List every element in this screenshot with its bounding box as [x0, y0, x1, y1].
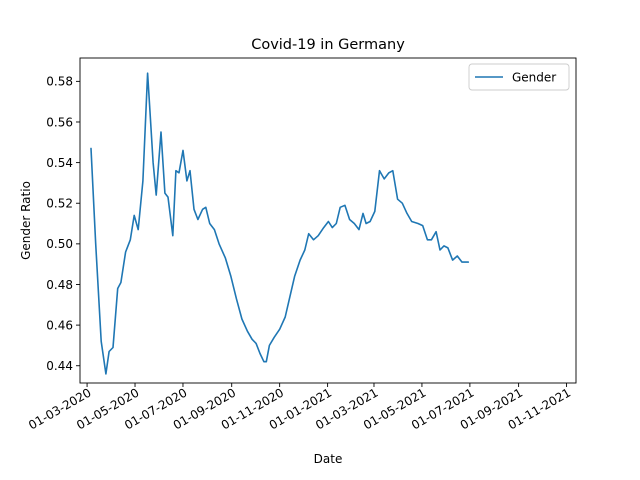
- y-tick-label: 0.58: [46, 75, 73, 89]
- y-axis-label: Gender Ratio: [19, 181, 33, 260]
- plot-area-frame: [79, 57, 577, 384]
- x-axis-ticks: 01-03-202001-05-202001-07-202001-09-2020…: [26, 383, 573, 432]
- series-line-gender: [90, 72, 470, 375]
- legend: Gender: [468, 63, 570, 91]
- legend-label-gender: Gender: [512, 71, 556, 85]
- y-tick-label: 0.54: [46, 156, 73, 170]
- y-tick-label: 0.50: [46, 237, 73, 251]
- y-tick-label: 0.44: [46, 359, 73, 373]
- y-axis-ticks: 0.44 0.46 0.48 0.50 0.52 0.54 0.56 0.58: [46, 75, 80, 373]
- legend-frame: [468, 63, 570, 91]
- y-tick-label: 0.46: [46, 318, 73, 332]
- y-tick-label: 0.56: [46, 115, 73, 129]
- x-axis-label: Date: [314, 452, 343, 466]
- y-tick-label: 0.52: [46, 197, 73, 211]
- y-tick-label: 0.48: [46, 278, 73, 292]
- chart-title: Covid-19 in Germany: [251, 37, 405, 53]
